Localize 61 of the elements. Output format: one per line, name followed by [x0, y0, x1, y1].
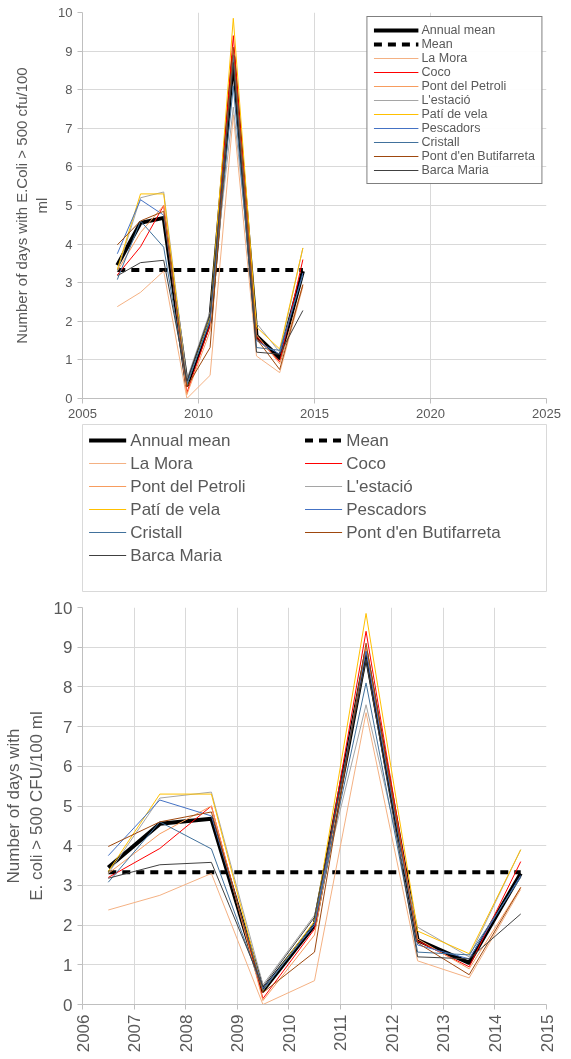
legend-label: Coco: [421, 65, 451, 79]
y-tick-label: 10: [58, 5, 73, 20]
legend-label: Pont del Petroli: [130, 477, 246, 496]
x-tick-label: 2009: [228, 1014, 248, 1053]
legend-label: Pont del Petroli: [421, 79, 507, 93]
y-tick-label: 5: [63, 797, 73, 816]
x-tick-label: 2007: [125, 1014, 145, 1053]
legend-label: Mean: [421, 37, 453, 51]
legend-label: Cristall: [421, 135, 460, 149]
y-tick-label: 7: [65, 120, 73, 136]
y-tick-label: 8: [63, 677, 73, 697]
y-tick-label: 0: [63, 995, 73, 1015]
legend-label: L'estació: [346, 477, 413, 496]
y-tick-label: 10: [53, 598, 73, 618]
legend-label: Pont d'en Butifarreta: [346, 523, 502, 542]
y-tick-label: 2: [65, 313, 73, 329]
legend-label: Barca Maria: [421, 163, 489, 177]
y-tick-label: 6: [63, 757, 73, 777]
y-tick-label: 4: [63, 836, 73, 856]
y-axis-title: Number of days with E.Coli > 500 cfu/100 ml: [12, 67, 51, 344]
x-tick-label: 2011: [331, 1014, 351, 1052]
legend-label: Annual mean: [421, 23, 496, 37]
x-tick-label: 2015: [537, 1014, 557, 1053]
y-tick-label: 4: [65, 236, 73, 252]
y-tick-label: 0: [65, 391, 73, 406]
legend-label: Barca Maria: [130, 546, 223, 565]
x-tick-label: 2008: [176, 1014, 196, 1053]
legend-label: Coco: [346, 454, 386, 473]
y-tick-label: 7: [63, 717, 73, 737]
x-tick-label: 2010: [184, 405, 213, 421]
y-tick-label: 3: [63, 876, 73, 896]
y-tick-label: 5: [65, 198, 73, 213]
y-tick-label: 6: [65, 159, 73, 175]
legend-label: Pescadors: [421, 121, 481, 135]
legend-label: Cristall: [130, 523, 183, 542]
y-tick-label: 1: [65, 352, 73, 368]
y-tick-label: 1: [63, 955, 73, 975]
legend-label: Annual mean: [130, 431, 231, 450]
x-tick-label: 2012: [382, 1014, 402, 1053]
x-tick-label: 2010: [279, 1014, 299, 1053]
y-tick-label: 9: [65, 43, 73, 59]
x-tick-label: 2014: [485, 1014, 505, 1053]
x-tick-label: 2005: [68, 405, 97, 421]
legend-label: L'estació: [421, 93, 471, 107]
legend-label: La Mora: [130, 454, 194, 473]
y-axis-title: Number of days with E. coli > 500 CFU/100 ml: [3, 711, 46, 901]
x-tick-label: 2015: [300, 405, 329, 421]
legend-label: Patí de vela: [421, 107, 488, 121]
y-tick-label: 8: [65, 82, 73, 98]
y-tick-label: 9: [63, 638, 73, 658]
legend-label: Pescadors: [346, 500, 427, 519]
y-tick-label: 3: [65, 275, 73, 291]
y-tick-label: 2: [63, 916, 73, 936]
x-tick-label: 2013: [434, 1014, 454, 1053]
legend-label: La Mora: [421, 51, 468, 65]
x-tick-label: 2006: [73, 1014, 93, 1053]
legend-label: Patí de vela: [130, 500, 221, 519]
x-tick-label: 2025: [532, 405, 561, 421]
x-tick-label: 2020: [416, 405, 445, 421]
legend-label: Mean: [346, 431, 389, 450]
legend-label: Pont d'en Butifarreta: [421, 149, 535, 163]
